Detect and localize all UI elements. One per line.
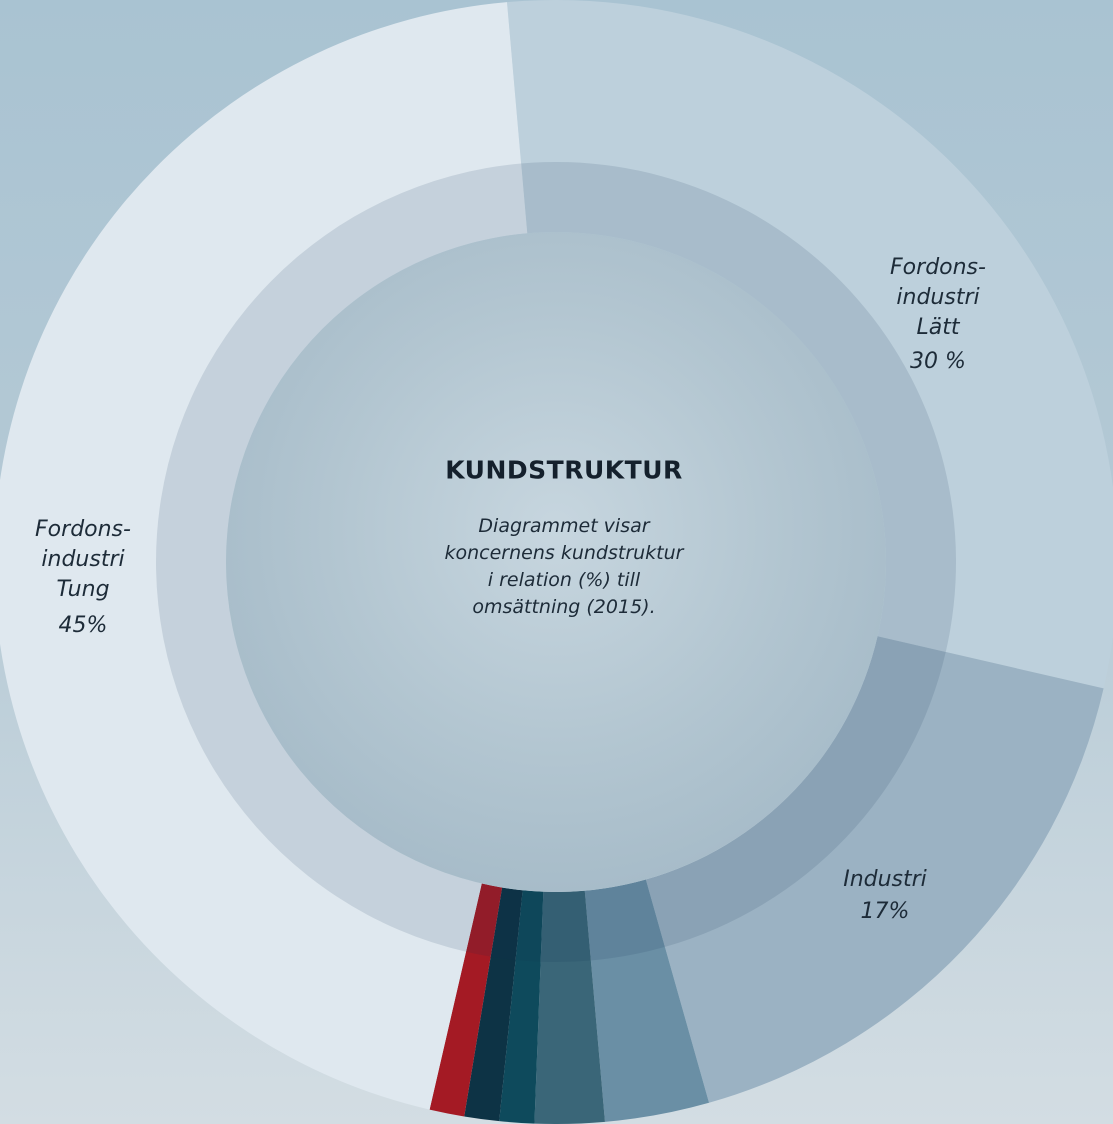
segment-label: Industri bbox=[843, 865, 927, 895]
value-label: 45% bbox=[59, 611, 108, 641]
segment-label: Fordons- industri Lätt bbox=[890, 253, 986, 343]
value-label: 17% bbox=[861, 897, 910, 927]
value-label: 30 % bbox=[910, 347, 966, 377]
segment-inner-band bbox=[541, 891, 591, 962]
chart-title: KUNDSTRUKTUR bbox=[445, 456, 683, 485]
page: Fordons- industri Lätt 30 % Industri 17%… bbox=[0, 0, 1113, 1124]
chart-subtitle: Diagrammet visar koncernens kundstruktur… bbox=[404, 513, 724, 621]
segment-label: Fordons- industri Tung bbox=[35, 515, 131, 605]
